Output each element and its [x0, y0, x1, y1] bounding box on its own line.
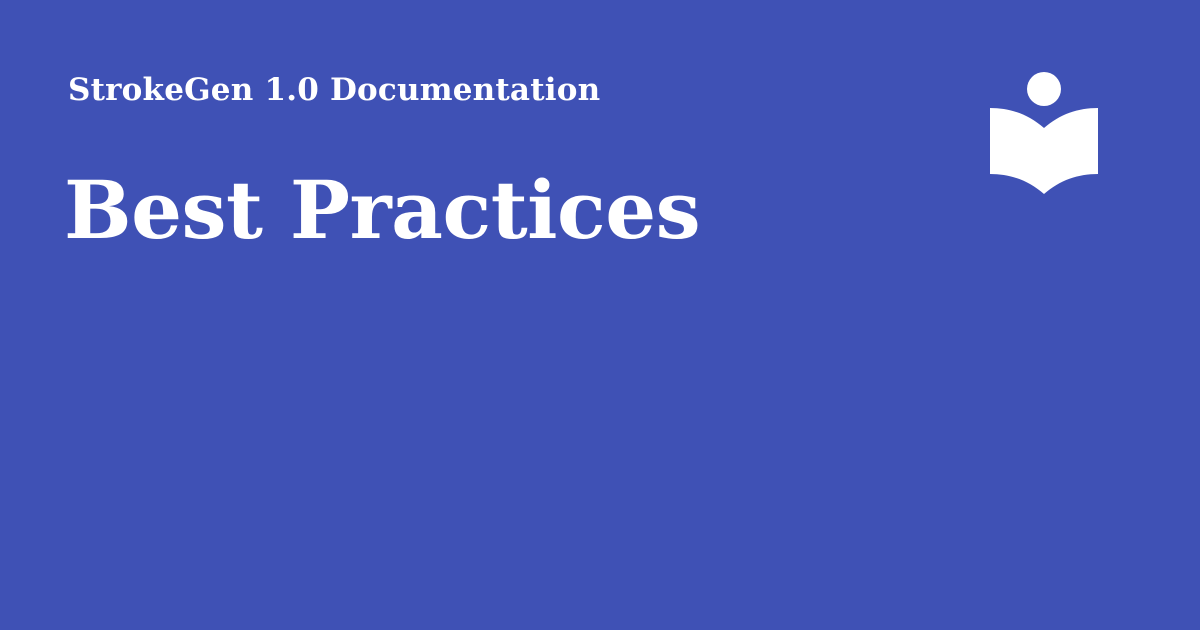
reader-head-icon — [1027, 72, 1061, 106]
reader-book-icon — [990, 72, 1098, 194]
page-title: Best Practices — [64, 163, 701, 257]
site-name: StrokeGen 1.0 Documentation — [68, 72, 601, 108]
open-book-icon — [990, 108, 1098, 194]
